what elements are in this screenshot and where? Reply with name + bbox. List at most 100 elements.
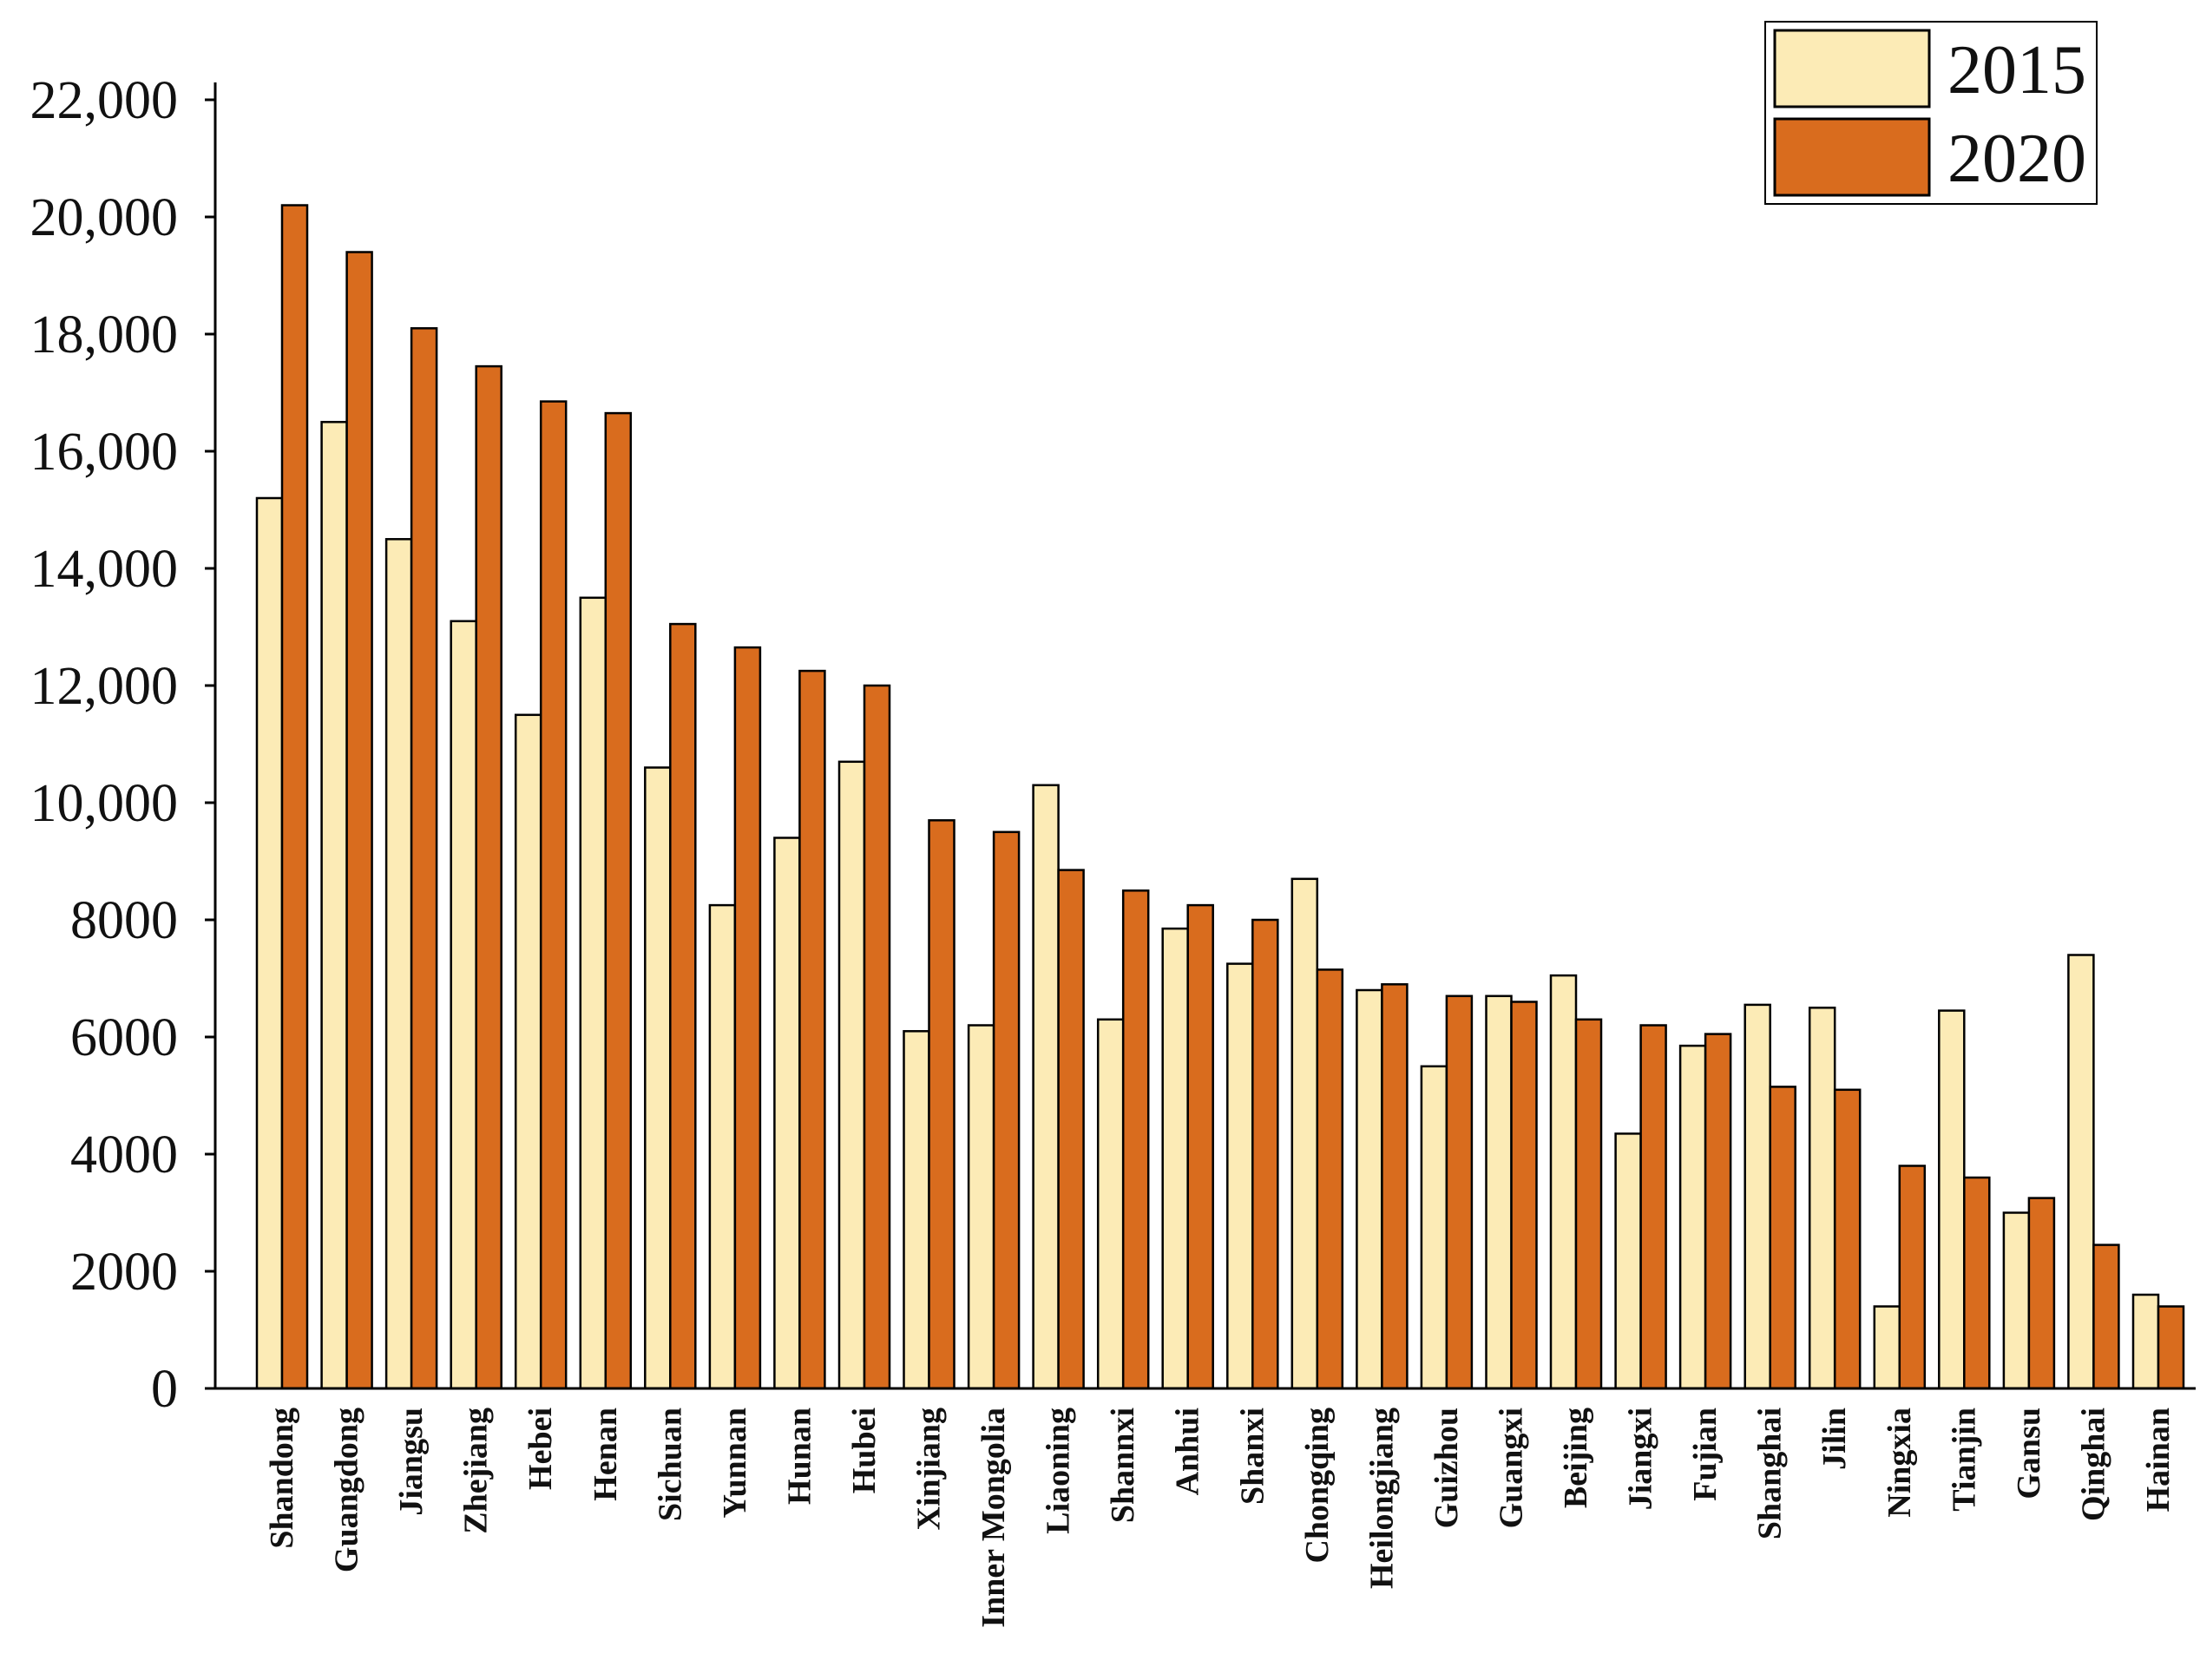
bar-yunnan-2020 (733, 646, 762, 1390)
x-tick-label: Ningxia (1881, 1408, 1918, 1518)
y-tick-label: 12,000 (30, 657, 179, 716)
bar-xinjiang-2015 (903, 1030, 930, 1390)
bar-shannxi-2020 (1121, 889, 1150, 1390)
bar-liaoning-2015 (1032, 784, 1060, 1390)
x-tick-label: Tianjin (1946, 1408, 1982, 1512)
x-tick-label: Shanghai (1752, 1408, 1789, 1539)
bar-hainan-2020 (2157, 1305, 2185, 1390)
bar-tianjin-2020 (1963, 1176, 1991, 1390)
x-tick-label: Beijing (1558, 1408, 1594, 1508)
x-tick-label: Liaoning (1041, 1408, 1077, 1534)
bar-inner-mongolia-2015 (967, 1024, 995, 1390)
bar-zhejiang-2020 (475, 364, 502, 1390)
bar-liaoning-2020 (1057, 869, 1085, 1390)
bar-anhui-2015 (1161, 927, 1189, 1390)
bar-shandong-2020 (280, 204, 309, 1390)
x-tick-label: Chongqing (1299, 1408, 1336, 1564)
x-tick-label: Jiangsu (393, 1408, 430, 1516)
bar-gansu-2015 (2002, 1211, 2031, 1390)
x-tick-label: Henan (588, 1408, 624, 1501)
bar-fujian-2015 (1678, 1044, 1707, 1390)
bar-shandong-2015 (255, 496, 284, 1390)
bar-jiangxi-2020 (1639, 1024, 1667, 1390)
bar-guangdong-2015 (320, 421, 348, 1390)
y-tick-label: 14,000 (30, 540, 179, 599)
bar-gansu-2020 (2027, 1197, 2056, 1390)
bar-shanxi-2020 (1251, 918, 1279, 1390)
legend-swatch-2020 (1773, 117, 1931, 197)
y-tick-label: 4000 (70, 1125, 178, 1185)
bar-hunan-2015 (773, 837, 801, 1390)
bar-guangxi-2015 (1485, 994, 1513, 1390)
bar-hainan-2015 (2131, 1293, 2160, 1390)
bar-henan-2020 (604, 411, 633, 1390)
y-tick-label: 2000 (70, 1243, 178, 1302)
bar-sichuan-2015 (644, 766, 672, 1390)
bar-jilin-2020 (1833, 1088, 1862, 1390)
x-tick-label: Shannxi (1105, 1408, 1141, 1523)
bar-jilin-2015 (1808, 1007, 1836, 1390)
bar-anhui-2020 (1186, 903, 1214, 1390)
bar-guangdong-2020 (345, 251, 373, 1390)
bar-chongqing-2020 (1316, 968, 1344, 1390)
x-tick-label: Jiangxi (1623, 1408, 1659, 1510)
axes-layer: Shandong Guangdong Jiangsu Zhejiang Hebei Hen… (30, 71, 2196, 1628)
bar-sichuan-2020 (669, 622, 697, 1390)
x-tick-label: Guangxi (1494, 1408, 1530, 1528)
bar-heilongjiang-2015 (1356, 988, 1383, 1390)
x-tick-label: Sichuan (652, 1408, 688, 1521)
bar-shanghai-2015 (1744, 1003, 1771, 1390)
y-tick-label: 10,000 (30, 774, 179, 833)
bar-hunan-2020 (798, 669, 826, 1390)
legend-label-2015: 2015 (1947, 32, 2086, 108)
bar-ningxia-2020 (1898, 1165, 1927, 1390)
x-tick-label: Heilongjiang (1363, 1408, 1400, 1589)
y-tick-label: 22,000 (30, 71, 179, 130)
legend-label-2020: 2020 (1947, 121, 2086, 197)
bar-xinjiang-2020 (928, 819, 956, 1390)
x-tick-label: Inner Mongolia (975, 1408, 1012, 1628)
bar-beijing-2020 (1574, 1018, 1603, 1390)
legend-swatch-2015 (1773, 29, 1931, 108)
x-tick-label: Shanxi (1234, 1408, 1271, 1505)
bar-chongqing-2015 (1290, 877, 1319, 1390)
bar-qinghai-2020 (2092, 1244, 2120, 1390)
x-tick-label: Anhui (1170, 1408, 1206, 1495)
y-tick-label: 0 (151, 1360, 178, 1419)
x-tick-label: Guangdong (329, 1408, 365, 1572)
bar-jiangsu-2020 (410, 327, 438, 1390)
x-tick-label: Hubei (846, 1408, 883, 1493)
bar-fujian-2020 (1704, 1033, 1732, 1390)
bar-qinghai-2015 (2067, 954, 2095, 1390)
x-tick-label: Xinjiang (911, 1408, 948, 1530)
y-tick-label: 20,000 (30, 188, 179, 247)
bar-hubei-2015 (837, 760, 866, 1390)
bar-shannxi-2015 (1096, 1018, 1125, 1390)
bar-jiangsu-2015 (384, 538, 413, 1390)
x-tick-label: Guizhou (1428, 1408, 1465, 1528)
x-tick-label: Hebei (522, 1408, 559, 1490)
y-tick-label: 18,000 (30, 305, 179, 364)
y-tick-label: 8000 (70, 891, 178, 950)
legend: 2015 2020 (1764, 21, 2098, 205)
bar-shanxi-2015 (1226, 962, 1254, 1390)
bar-shanghai-2020 (1769, 1086, 1796, 1390)
x-tick-label: Yunnan (717, 1408, 753, 1519)
bar-beijing-2015 (1549, 974, 1578, 1390)
bar-hubei-2020 (863, 684, 891, 1390)
bar-ningxia-2015 (1873, 1305, 1901, 1390)
bar-zhejiang-2015 (450, 620, 477, 1390)
bar-yunnan-2015 (708, 903, 737, 1390)
x-tick-label: Zhejiang (458, 1408, 495, 1534)
y-tick-label: 6000 (70, 1008, 178, 1067)
x-tick-label: Qinghai (2075, 1408, 2111, 1521)
y-tick-label: 16,000 (30, 423, 179, 482)
x-tick-label: Gansu (2011, 1408, 2047, 1500)
bar-hebei-2020 (539, 400, 568, 1390)
bar-heilongjiang-2020 (1381, 983, 1409, 1390)
x-tick-label: Hainan (2140, 1408, 2177, 1512)
x-tick-label: Jilin (1816, 1408, 1853, 1470)
x-tick-label: Shandong (264, 1408, 300, 1549)
